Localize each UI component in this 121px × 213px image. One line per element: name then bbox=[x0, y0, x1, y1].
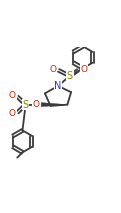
Text: O: O bbox=[80, 65, 87, 74]
Text: O: O bbox=[9, 91, 16, 100]
Text: S: S bbox=[67, 71, 73, 81]
Text: O: O bbox=[49, 65, 56, 74]
Text: S: S bbox=[23, 100, 29, 110]
Text: O: O bbox=[9, 109, 16, 118]
Polygon shape bbox=[41, 103, 67, 107]
Text: O: O bbox=[33, 100, 40, 109]
Text: N: N bbox=[54, 81, 62, 91]
